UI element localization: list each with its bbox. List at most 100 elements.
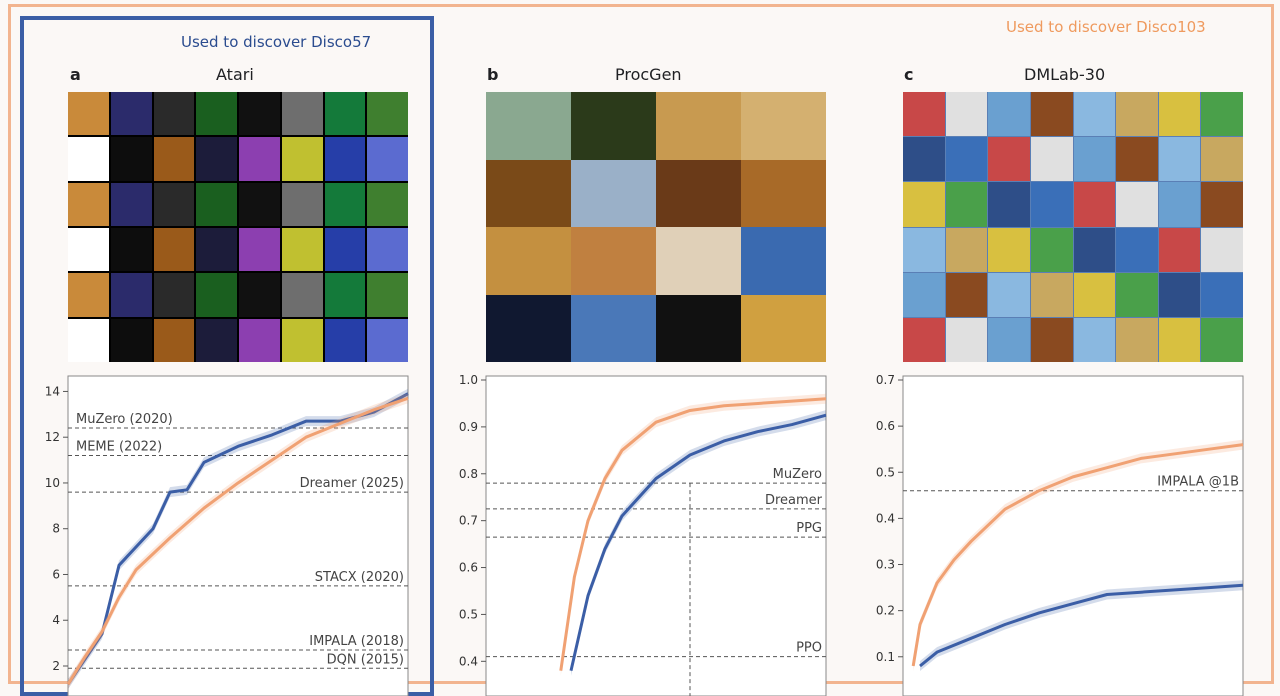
game-thumbnail [903,227,945,272]
game-thumbnail [196,227,237,272]
y-tick-label: 2 [52,659,60,673]
series-line [559,397,827,671]
reference-line-label: MuZero (2020) [76,412,173,427]
game-thumbnail [367,92,408,136]
game-thumbnail [1030,272,1073,317]
game-thumbnail [1116,317,1158,362]
atari-chart: 2 4 6 8 10 12 14 MuZero (2020) MEME (2022) Dreame… [45,373,1244,696]
y-tick-label: 0.6 [876,419,895,433]
game-thumbnail [367,318,408,362]
game-thumbnail [281,92,323,136]
series-line [919,583,1244,668]
game-thumbnail [571,294,656,362]
reference-line-label: MEME (2022) [76,440,162,455]
y-tick-label: 12 [45,430,60,444]
game-thumbnail [1201,272,1243,317]
game-thumbnail [239,227,280,272]
game-thumbnail [1030,227,1073,272]
game-thumbnail [988,272,1030,317]
game-thumbnail [571,159,656,227]
disco57-caption: Used to discover Disco57 [181,33,372,51]
game-thumbnail [324,273,366,317]
game-thumbnail [281,318,323,362]
reference-line-label: Dreamer [765,493,823,508]
panel-c-letter: c [904,65,914,84]
game-thumbnail [153,318,195,362]
panel-a-letter: a [70,65,81,84]
game-thumbnail [741,159,826,227]
panel-c-title: DMLab-30 [1024,65,1106,84]
game-thumbnail [1158,227,1201,272]
game-thumbnail [988,92,1030,137]
game-thumbnail [324,318,366,362]
game-thumbnail [1201,137,1243,182]
game-thumbnail [741,227,826,295]
game-thumbnail [945,92,988,137]
y-tick-label: 10 [45,476,60,490]
game-thumbnail [239,318,280,362]
game-thumbnail [903,317,945,362]
game-thumbnail [1116,137,1158,182]
game-thumbnail [903,182,945,227]
game-thumbnail [281,137,323,181]
game-thumbnail [239,92,280,136]
game-thumbnail [239,273,280,317]
game-thumbnail [903,92,945,137]
y-tick-label: 0.8 [459,467,478,481]
game-thumbnail [1116,92,1158,137]
game-thumbnail [1158,182,1201,227]
y-tick-label: 0.7 [876,373,895,387]
panel-b-title: ProcGen [615,65,682,84]
game-thumbnail [1073,227,1116,272]
game-thumbnail [486,92,571,160]
game-thumbnail [196,92,237,136]
game-thumbnail [1030,137,1073,182]
game-thumbnail [486,159,571,227]
game-thumbnail [903,137,945,182]
y-tick-label: 0.1 [876,650,895,664]
game-thumbnail [945,317,988,362]
game-thumbnail [1158,137,1201,182]
panel-a-title: Atari [216,65,254,84]
plot-area [902,375,1244,696]
game-thumbnail [741,294,826,362]
game-thumbnail [196,318,237,362]
game-thumbnail [1073,317,1116,362]
y-tick-label: 1.0 [459,373,478,387]
game-thumbnail [68,137,109,181]
reference-line-label: PPG [796,521,822,536]
game-thumbnail [367,227,408,272]
y-tick-label: 0.4 [876,511,895,525]
game-thumbnail [153,182,195,226]
game-thumbnail [1201,182,1243,227]
game-thumbnail [324,227,366,272]
game-thumbnail [1073,137,1116,182]
game-thumbnail [281,182,323,226]
y-tick-label: 0.2 [876,604,895,618]
game-thumbnail [153,137,195,181]
game-thumbnail [110,318,152,362]
series-confidence-band [68,388,408,690]
game-thumbnail [1116,227,1158,272]
y-tick-label: 0.5 [876,465,895,479]
game-thumbnail [988,227,1030,272]
game-thumbnail [945,182,988,227]
atari-game-mosaic [68,92,408,362]
series-line [911,443,1244,667]
game-thumbnail [367,273,408,317]
game-thumbnail [486,294,571,362]
game-thumbnail [153,92,195,136]
game-thumbnail [281,227,323,272]
game-thumbnail [988,137,1030,182]
game-thumbnail [153,273,195,317]
series-line [66,396,409,686]
game-thumbnail [945,227,988,272]
game-thumbnail [656,92,741,160]
y-tick-label: 4 [52,613,60,627]
game-thumbnail [1030,317,1073,362]
game-thumbnail [68,92,109,136]
game-thumbnail [110,92,152,136]
game-thumbnail [1158,272,1201,317]
game-thumbnail [110,227,152,272]
reference-line-label: PPO [796,641,822,656]
